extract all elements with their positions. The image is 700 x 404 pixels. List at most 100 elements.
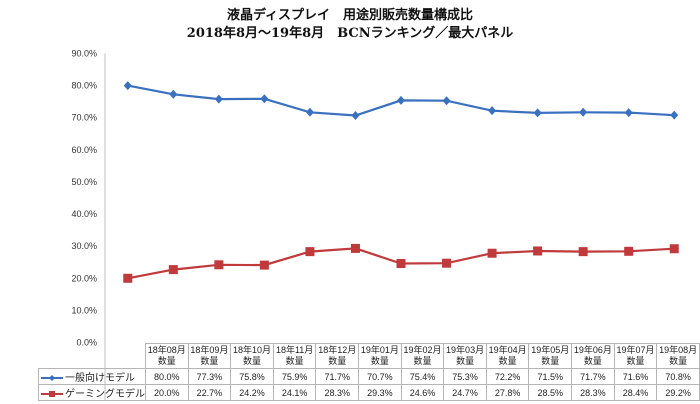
y-tick-label: 60.0% <box>71 145 97 155</box>
x-category-label: 19年05月 数量 <box>528 343 573 369</box>
legend-label: 一般向けモデル <box>65 373 135 384</box>
square-marker <box>168 265 178 275</box>
data-label: 24.1% <box>272 384 317 401</box>
y-tick-label: 50.0% <box>71 177 97 187</box>
category-month: 19年06月 <box>573 345 612 355</box>
table-corner <box>38 343 146 369</box>
x-category-label: 19年01月 数量 <box>358 343 402 369</box>
diamond-marker <box>397 95 405 105</box>
y-tick-label: 80.0% <box>71 81 97 91</box>
x-category-label: 19年08月 数量 <box>656 343 700 369</box>
square-marker <box>214 260 224 270</box>
chart-subtitle: 2018年8月〜19年8月 BCNランキング／最大パネル <box>186 26 514 41</box>
legend-entry: 一般向けモデル <box>38 368 146 385</box>
data-label: 71.7% <box>571 368 615 385</box>
category-month: 18年08月 <box>147 345 186 355</box>
category-sub: 数量 <box>328 356 347 366</box>
category-sub: 数量 <box>498 356 517 366</box>
y-tick-label: 70.0% <box>71 113 97 123</box>
square-marker <box>123 273 133 283</box>
data-label: 29.2% <box>656 384 700 401</box>
table-header-row: 18年08月 数量 18年09月 数量 18年10月 数量 18年11月 数量 18年12月 数量… <box>38 343 700 369</box>
square-marker <box>669 244 679 254</box>
category-month: 19年02月 <box>403 345 442 355</box>
category-sub: 数量 <box>583 356 602 366</box>
category-sub: 数量 <box>456 356 475 366</box>
data-label: 70.7% <box>358 368 402 385</box>
category-month: 19年08月 <box>659 345 698 355</box>
category-month: 18年12月 <box>318 345 357 355</box>
data-label: 75.3% <box>443 368 487 385</box>
x-category-label: 19年04月 数量 <box>485 343 530 369</box>
y-tick-label: 90.0% <box>71 49 97 59</box>
category-month: 19年03月 <box>446 345 485 355</box>
data-label: 71.5% <box>528 368 573 385</box>
category-sub: 数量 <box>157 356 176 366</box>
category-month: 19年05月 <box>531 345 570 355</box>
chart-title: 液晶ディスプレイ 用途別販売数量構成比 <box>226 8 474 23</box>
legend-label: ゲーミングモデル <box>65 389 145 400</box>
category-sub: 数量 <box>541 356 560 366</box>
x-category-label: 18年12月 数量 <box>315 343 360 369</box>
data-label: 20.0% <box>145 384 189 401</box>
data-label: 28.5% <box>528 384 573 401</box>
diamond-marker <box>169 89 178 99</box>
category-sub: 数量 <box>285 356 304 366</box>
category-sub: 数量 <box>243 356 262 366</box>
category-sub: 数量 <box>370 356 389 366</box>
data-label: 71.6% <box>613 368 658 385</box>
diamond-marker <box>123 81 132 91</box>
square-marker <box>442 258 452 268</box>
table-row: 一般向けモデル 80.0% 77.3% 75.8% 75.9% 71.7% 70.7% 75.… <box>38 368 700 385</box>
data-label: 28.3% <box>571 384 615 401</box>
data-label: 75.8% <box>230 368 274 385</box>
y-tick-label: 30.0% <box>71 241 97 251</box>
series-general-model <box>123 81 679 120</box>
x-category-label: 19年03月 数量 <box>443 343 487 369</box>
data-label: 70.8% <box>656 368 700 385</box>
square-marker <box>305 247 315 257</box>
category-sub: 数量 <box>669 356 688 366</box>
data-label: 72.2% <box>485 368 530 385</box>
data-label: 29.3% <box>358 384 402 401</box>
legend-key-icon <box>41 390 63 398</box>
diamond-marker <box>260 94 269 104</box>
x-category-label: 18年10月 数量 <box>230 343 274 369</box>
diamond-marker <box>670 110 679 120</box>
diamond-marker <box>624 108 633 118</box>
diamond-marker <box>533 108 542 118</box>
category-month: 19年04月 <box>488 345 527 355</box>
legend-key-icon <box>41 374 63 382</box>
category-sub: 数量 <box>413 356 432 366</box>
category-sub: 数量 <box>626 356 645 366</box>
square-marker <box>350 243 360 253</box>
diamond-marker <box>214 94 223 104</box>
series-group <box>123 81 679 283</box>
x-category-label: 18年11月 数量 <box>272 343 317 369</box>
square-marker <box>396 259 406 269</box>
y-tick-label: 10.0% <box>71 305 97 315</box>
y-tick-label: 0.0% <box>76 338 97 348</box>
y-axis-ticks: 0.0% 10.0% 20.0% 30.0% 40.0% 50.0% 60.0% 70.0% 8… <box>71 49 97 348</box>
diamond-marker <box>351 110 360 120</box>
table-row: ゲーミングモデル 20.0% 22.7% 24.2% 24.1% 28.3% 29.3% 24… <box>38 384 700 401</box>
data-label: 28.3% <box>315 384 360 401</box>
data-label: 75.4% <box>400 368 445 385</box>
data-label: 27.8% <box>485 384 530 401</box>
data-label: 22.7% <box>187 384 232 401</box>
data-label: 24.7% <box>443 384 487 401</box>
square-marker <box>624 246 634 256</box>
square-marker <box>533 246 543 256</box>
data-label: 77.3% <box>187 368 232 385</box>
data-label: 80.0% <box>145 368 189 385</box>
category-month: 19年07月 <box>616 345 655 355</box>
square-marker <box>259 260 269 270</box>
series-gaming-model <box>123 243 679 283</box>
square-marker <box>487 248 497 258</box>
data-label: 24.6% <box>400 384 445 401</box>
category-month: 18年10月 <box>233 345 272 355</box>
data-label: 71.7% <box>315 368 360 385</box>
y-tick-label: 40.0% <box>71 209 97 219</box>
data-table: 18年08月 数量 18年09月 数量 18年10月 数量 18年11月 数量 18年12月 数量… <box>38 343 700 401</box>
